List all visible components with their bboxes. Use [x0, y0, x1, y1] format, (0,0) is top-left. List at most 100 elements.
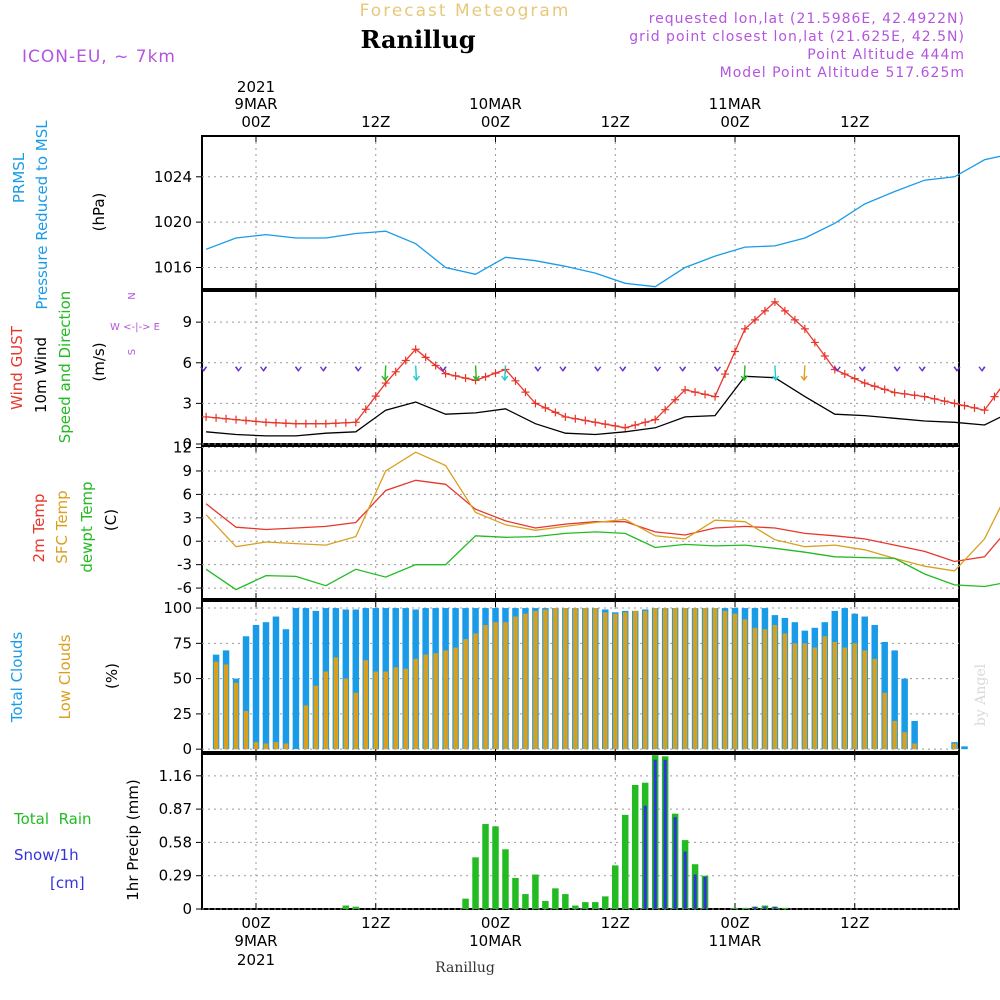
- y-tick-label: 1020: [154, 213, 192, 231]
- y-tick-label: -3: [177, 556, 192, 574]
- gust-marker: [341, 418, 350, 427]
- low-cloud-bar: [523, 613, 528, 750]
- wind-arrowhead: [800, 375, 808, 382]
- rain-bar: [512, 878, 519, 909]
- low-cloud-bar: [553, 608, 558, 750]
- bottom-date-label: 10MAR: [469, 932, 522, 950]
- bottom-time-label: 12Z: [361, 914, 390, 932]
- low-cloud-bar: [642, 610, 648, 750]
- low-cloud-bar: [702, 608, 708, 750]
- bottom-time-label: 00Z: [720, 914, 749, 932]
- wind-arrowhead: [953, 366, 961, 372]
- total-cloud-bar: [891, 650, 898, 750]
- gust-marker: [232, 415, 241, 424]
- panel-frame: [201, 135, 960, 290]
- low-cloud-bar: [573, 608, 578, 750]
- panel-frame: [201, 753, 960, 910]
- snow-bar: [773, 906, 777, 909]
- low-cloud-bar: [583, 608, 588, 750]
- gust-marker: [291, 419, 300, 428]
- panel-temp: -6 -3 0 3 6 9 12: [173, 439, 1000, 600]
- low-cloud-bar: [732, 613, 738, 750]
- gust-marker: [431, 361, 440, 370]
- wind-arrowhead: [200, 366, 208, 372]
- gust-marker: [631, 421, 640, 430]
- low-cloud-bar: [423, 654, 428, 750]
- gust-marker: [212, 413, 221, 422]
- wind-arrow: [503, 365, 507, 381]
- total-cloud-bar: [282, 629, 290, 750]
- gust-marker: [621, 423, 630, 432]
- low-cloud-bar: [543, 609, 548, 750]
- low-cloud-bar: [453, 647, 458, 750]
- gust-marker: [850, 374, 859, 383]
- low-cloud-bar: [223, 664, 229, 750]
- gust-marker: [671, 395, 680, 404]
- gust-marker: [990, 392, 999, 401]
- wind-arrowhead: [619, 366, 627, 372]
- y-tick-label: 1.16: [159, 767, 192, 785]
- rain-bar: [562, 894, 569, 909]
- low-cloud-bar: [443, 650, 448, 750]
- wind-arrowhead: [501, 375, 509, 382]
- wind-arrowhead: [740, 375, 748, 382]
- wind-arrowhead: [594, 366, 602, 372]
- wind-arrow: [774, 365, 777, 381]
- y-tick-label: 0.87: [159, 800, 192, 818]
- sfc-temp-label: SFC Temp: [53, 490, 71, 563]
- low-cloud-bar: [233, 682, 239, 750]
- gust-marker: [810, 338, 819, 347]
- low-cloud-bar: [253, 742, 259, 750]
- bottom-date-label: 11MAR: [709, 932, 762, 950]
- low-cloud-bar: [662, 608, 668, 750]
- y-tick-label: 100: [163, 599, 192, 617]
- gust-marker: [900, 389, 909, 398]
- wind-arrowhead: [858, 366, 866, 372]
- gust-marker: [691, 388, 700, 397]
- total-cloud-bar: [272, 616, 280, 750]
- panel-frame: [201, 445, 960, 600]
- bottom-time-label: 00Z: [481, 914, 510, 932]
- low-cloud-bar: [353, 692, 359, 750]
- low-cloud-bar: [852, 643, 857, 750]
- low-cloud-bar: [712, 608, 718, 750]
- point-altitude: Point Altitude 444m: [807, 47, 965, 63]
- rain-bar: [342, 905, 350, 909]
- gust-marker: [311, 419, 320, 428]
- model-altitude: Model Point Altitude 517.625m: [720, 65, 965, 81]
- low-cloud-bar: [383, 671, 388, 750]
- compass-rose: N W <-|-> E S: [110, 292, 160, 355]
- low-cloud-bar: [563, 608, 568, 750]
- gust-marker: [780, 306, 789, 315]
- snow-bar: [763, 906, 767, 909]
- low-cloud-bar: [762, 629, 768, 750]
- rain-bar: [532, 874, 539, 909]
- low-cloud-bar: [882, 692, 887, 750]
- gust-marker: [731, 347, 739, 356]
- gust-marker: [880, 385, 889, 394]
- wind-arrowhead: [833, 366, 841, 372]
- gust-marker: [371, 392, 380, 401]
- snow-unit: [cm]: [50, 874, 85, 892]
- gust-marker: [860, 379, 869, 388]
- bottom-time-label: 12Z: [840, 914, 869, 932]
- gust-marker: [222, 414, 231, 423]
- low-cloud-bar: [722, 610, 728, 750]
- top-time-label: 12Z: [840, 113, 869, 131]
- low-cloud-bar: [533, 610, 538, 750]
- snow-legend: Snow/1h: [14, 846, 79, 864]
- gust-marker: [391, 367, 400, 376]
- wind-arrow: [803, 365, 806, 381]
- gust-marker: [401, 356, 410, 365]
- low-cloud-bar: [902, 732, 907, 750]
- gust-label: Wind GUST: [8, 325, 26, 410]
- total-clouds-label: Total Clouds: [8, 632, 26, 724]
- low-cloud-bar: [493, 622, 498, 750]
- gust-marker: [561, 412, 570, 421]
- gust-marker: [261, 418, 270, 427]
- wind-arrowhead: [893, 366, 901, 372]
- series-line: [206, 375, 1000, 437]
- wind-arrowhead: [234, 366, 243, 372]
- gust-marker: [940, 397, 949, 406]
- top-year-label: 2021: [237, 78, 275, 96]
